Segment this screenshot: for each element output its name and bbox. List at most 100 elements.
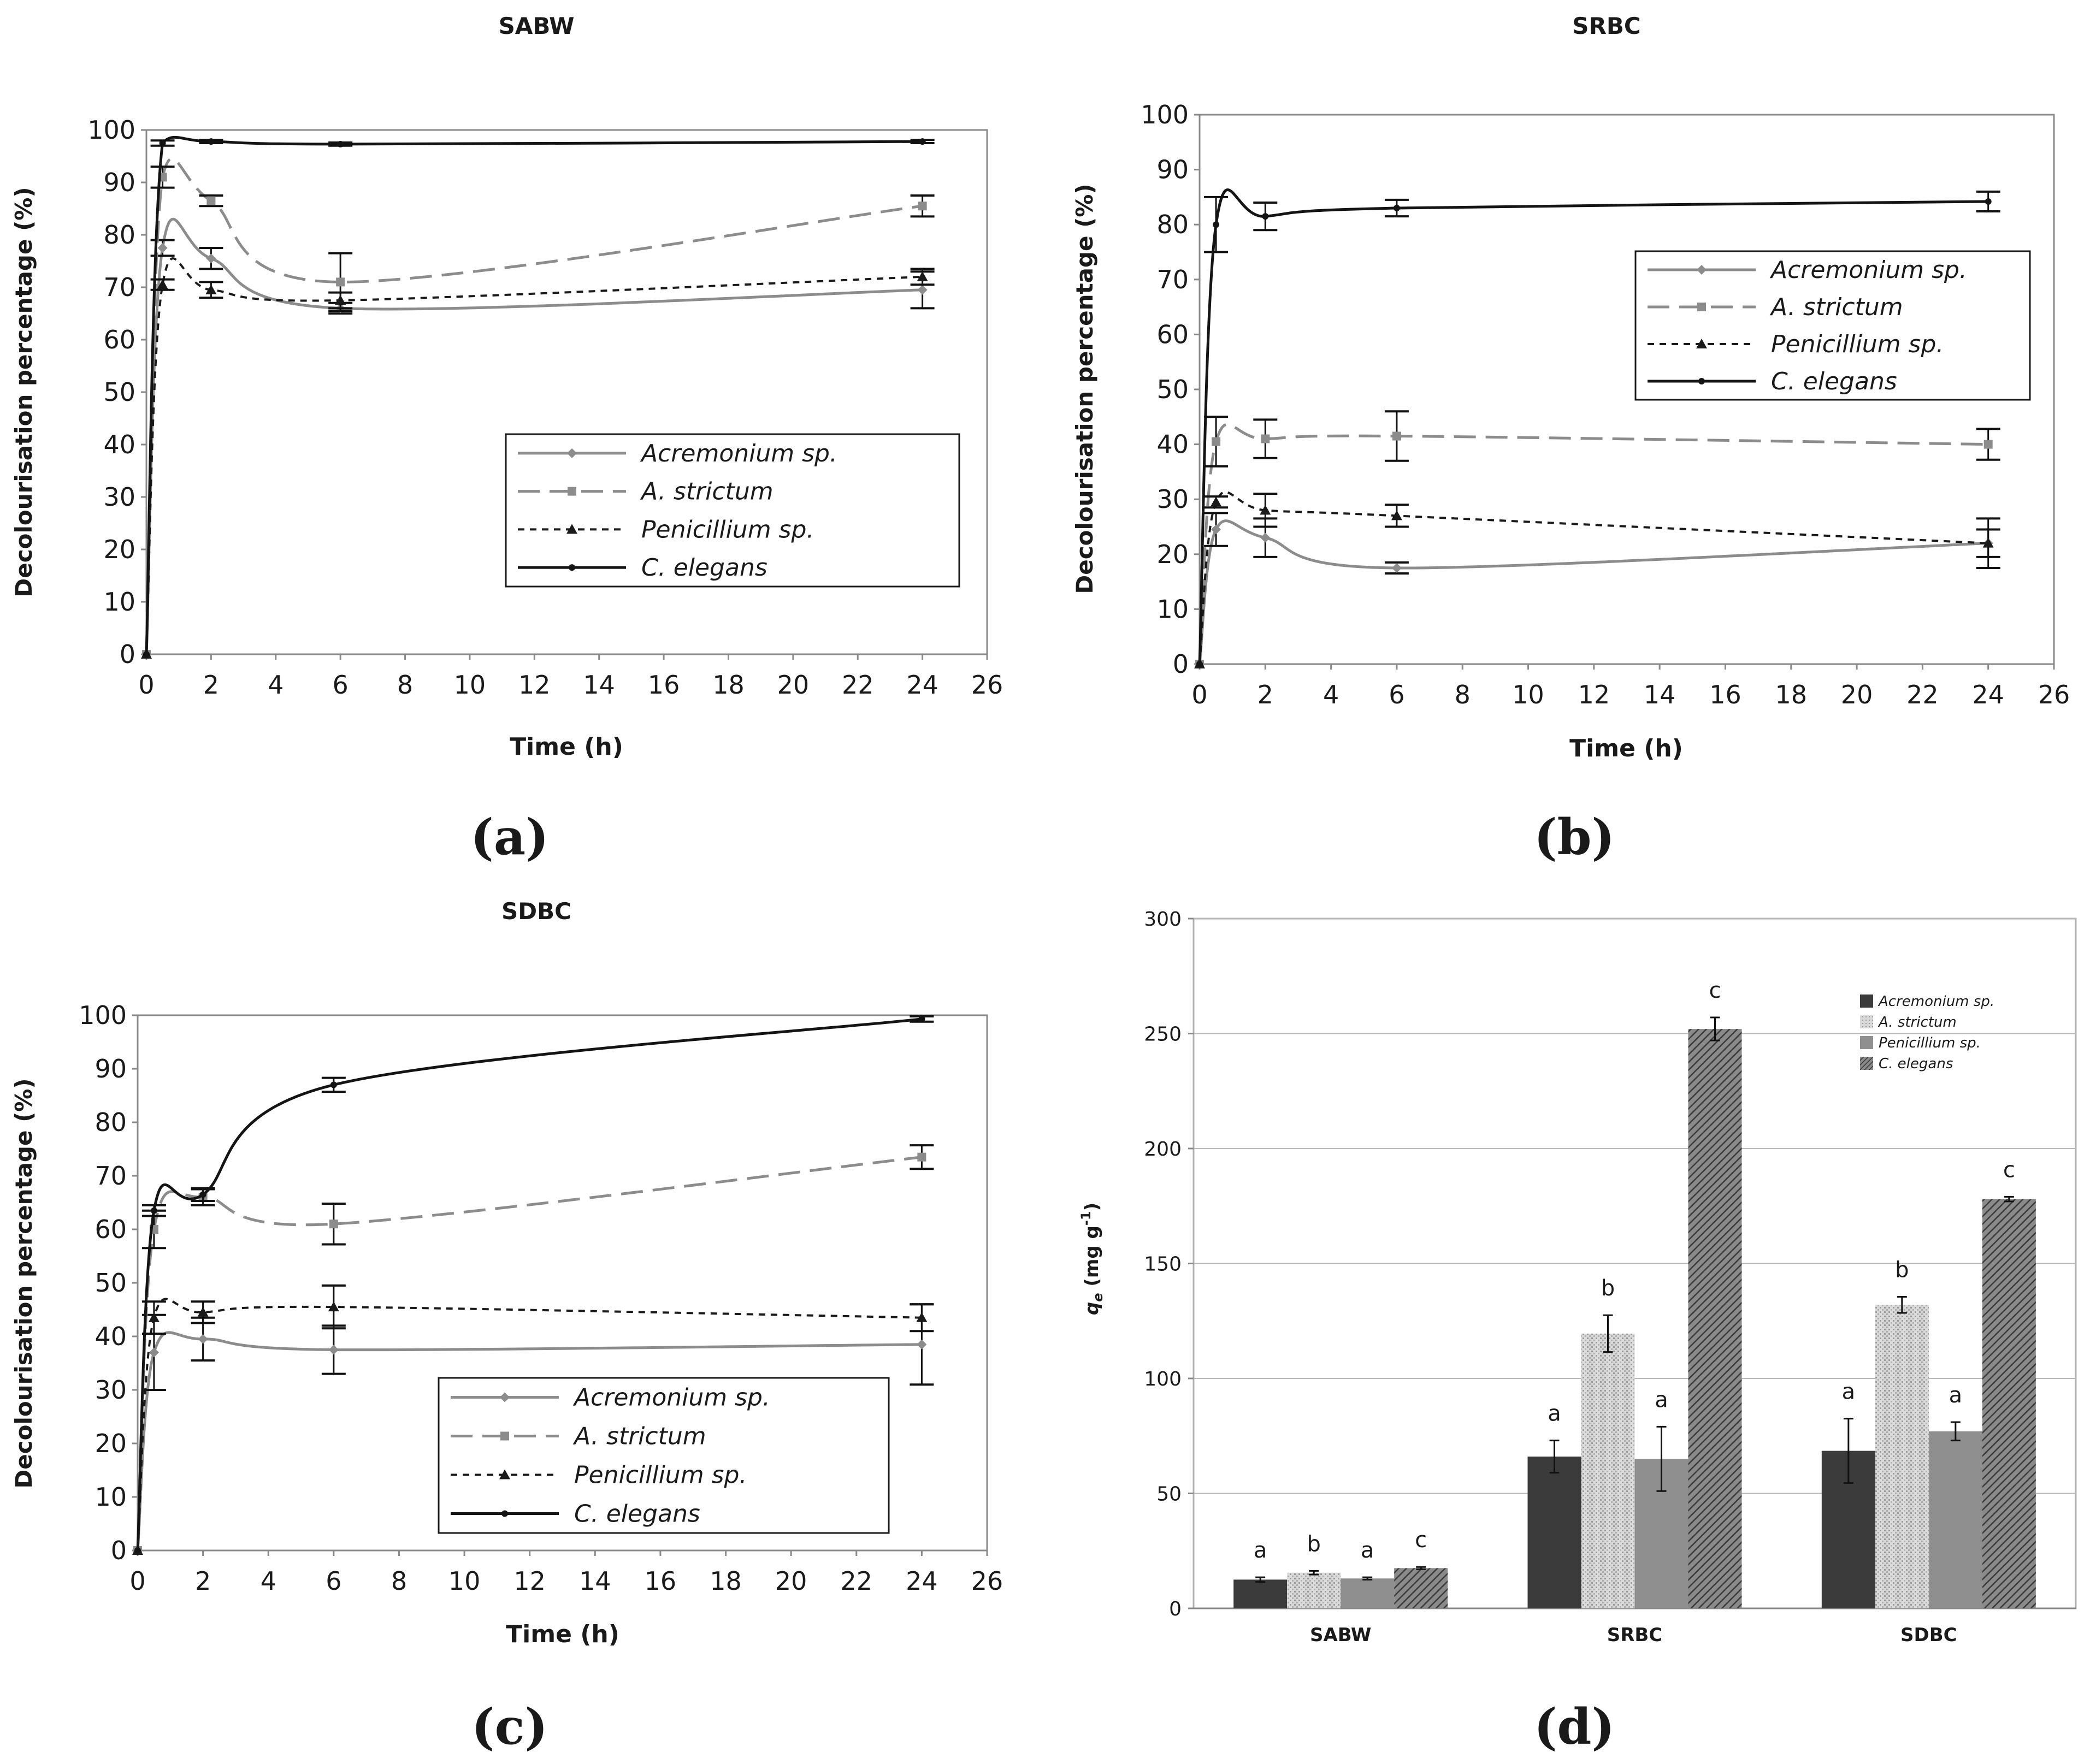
chart-b-xtick-label: 26 (2038, 680, 2070, 709)
chart-a-point (337, 140, 344, 147)
chart-c-legend-marker-3 (501, 1510, 508, 1517)
chart-b-xtick-label: 20 (1841, 680, 1873, 709)
chart-a-point (918, 202, 927, 211)
panel-label-b: (b) (1534, 808, 1615, 866)
chart-a-xtick-label: 22 (842, 670, 874, 700)
chart-b-xtick-label: 12 (1578, 680, 1610, 709)
chart-a-title: SABW (499, 13, 575, 39)
chart-c-legend-label-1: A. strictum (572, 1423, 706, 1451)
chart-d-ylabel-q: q (1081, 1302, 1103, 1315)
chart-c-xtick-label: 6 (326, 1566, 341, 1596)
chart-b-point (1982, 537, 1994, 548)
chart-d-legend-label-1: A. strictum (1878, 1014, 1957, 1031)
chart-c-ytick-label: 60 (95, 1215, 127, 1244)
chart-a-legend-box (505, 433, 960, 588)
chart-a-ytick-label: 90 (103, 168, 135, 197)
chart-d-significance-letter: c (2003, 1157, 2015, 1182)
chart-b-point (1212, 437, 1221, 446)
chart-c-point (150, 1207, 157, 1214)
chart-d-category-label: SDBC (1900, 1624, 1957, 1646)
chart-a-point (336, 277, 345, 287)
chart-b-series-line-3 (1198, 188, 1988, 665)
chart-b-legend-label-0: Acremonium sp. (1769, 256, 1967, 284)
panel-label-a: (a) (470, 808, 548, 866)
chart-a-xtick-label: 18 (712, 670, 745, 700)
chart-c-point (328, 1301, 339, 1312)
chart-a-xtick-label: 2 (203, 670, 219, 700)
chart-c-legend: Acremonium sp. A. strictum Penicillium sp.… (438, 1377, 890, 1534)
chart-c-series-line-0 (136, 1331, 922, 1551)
chart-c-legend-label-2: Penicillium sp. (574, 1461, 747, 1489)
chart-b-xtick-label: 10 (1512, 680, 1544, 709)
chart-b-point (1260, 532, 1271, 543)
chart-a-point (919, 138, 926, 145)
chart-b-point (1211, 496, 1222, 507)
chart-d-legend: Acremonium sp. A. strictum Penicillium sp.… (1860, 993, 1994, 1072)
chart-d-legend-swatch-1 (1860, 1015, 1873, 1028)
chart-b-legend-label-3: C. elegans (1771, 368, 1897, 395)
chart-c-point (917, 1339, 927, 1349)
chart-c-legend-label-0: Acremonium sp. (572, 1384, 770, 1412)
chart-d-significance-letter: b (1601, 1276, 1615, 1301)
chart-b-ytick-label: 80 (1156, 210, 1189, 239)
chart-c-yticks: 0 10 20 30 40 50 60 70 80 90 100 (79, 1001, 138, 1565)
chart-a-xticks: 0 2 4 6 8 10 12 14 16 18 20 22 24 26 (138, 654, 1003, 700)
chart-a-xtick-label: 4 (268, 670, 284, 700)
chart-a-xtick-label: 12 (518, 670, 551, 700)
chart-a-point (157, 279, 168, 289)
chart-d-ylabel-units: (mg g (1081, 1226, 1103, 1293)
chart-c-point (198, 1334, 208, 1344)
chart-a-legend-label-1: A. strictum (640, 478, 774, 506)
chart-a-series (141, 135, 935, 659)
chart-b-ytick-label: 50 (1156, 375, 1189, 404)
chart-d-significance-letter: a (1361, 1538, 1374, 1563)
chart-d-ylabel-close: ) (1081, 1203, 1103, 1211)
chart-d-significance-letter: c (1415, 1528, 1427, 1553)
chart-b-point (1393, 205, 1400, 212)
chart-a-ytick-label: 50 (103, 377, 135, 407)
chart-d-bar-srbc-0 (1527, 1457, 1581, 1608)
chart-c-xtick-label: 24 (906, 1566, 938, 1596)
chart-b-ytick-label: 60 (1156, 319, 1189, 349)
chart-c-point (148, 1312, 160, 1322)
chart-c-ytick-label: 70 (95, 1161, 127, 1191)
chart-d-bar-srbc-3 (1688, 1029, 1742, 1608)
chart-d-significance-letter: b (1895, 1258, 1909, 1283)
chart-c-legend-marker-1 (500, 1431, 509, 1441)
chart-a-xtick-label: 24 (906, 670, 938, 700)
chart-a-legend-marker-2 (566, 524, 577, 534)
chart-c-point (197, 1306, 209, 1317)
panel-label-d: (d) (1534, 1698, 1615, 1756)
panel-label-c: (c) (471, 1698, 548, 1756)
chart-d-significance-letter: c (1709, 978, 1721, 1003)
chart-d-significance-letter: a (1254, 1538, 1267, 1563)
chart-d-categories: SABW SRBC SDBC (1310, 1624, 1957, 1646)
chart-b-xtick-label: 16 (1709, 680, 1741, 709)
chart-a-legend-marker-3 (569, 564, 575, 571)
chart-b-xtick-label: 18 (1775, 680, 1807, 709)
chart-b-point (1261, 434, 1270, 443)
chart-a-legend-marker-0 (567, 448, 577, 458)
chart-a-ylabel: Decolourisation percentage (%) (10, 187, 37, 597)
chart-d-legend-label-0: Acremonium sp. (1878, 993, 1994, 1010)
chart-c-point (328, 1345, 339, 1355)
chart-a-legend-label-3: C. elegans (641, 554, 767, 582)
chart-b-point (1391, 563, 1402, 573)
chart-c-point (330, 1081, 337, 1088)
chart-c-xtick-label: 16 (645, 1566, 677, 1596)
chart-b-yticks: 0 10 20 30 40 50 60 70 80 90 100 (1141, 100, 1200, 679)
chart-d-legend-label-2: Penicillium sp. (1879, 1035, 1981, 1051)
chart-b-legend-label-1: A. strictum (1769, 293, 1903, 321)
chart-a-xtick-label: 6 (333, 670, 349, 700)
chart-c-xtick-label: 0 (129, 1566, 145, 1596)
chart-c-title: SDBC (501, 898, 571, 925)
chart-b-point (1211, 524, 1221, 535)
chart-d-bar-sabw-3 (1394, 1568, 1448, 1608)
chart-c-ytick-label: 10 (95, 1482, 127, 1512)
chart-d-legend-swatch-2 (1860, 1036, 1873, 1049)
chart-a-ytick-label: 20 (103, 535, 135, 564)
chart-a-xtick-label: 10 (454, 670, 486, 700)
